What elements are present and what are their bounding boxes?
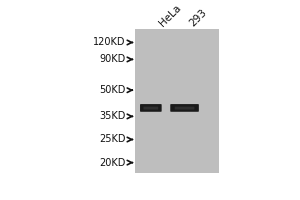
Text: 20KD: 20KD	[100, 158, 126, 168]
Text: HeLa: HeLa	[157, 3, 183, 29]
FancyBboxPatch shape	[140, 104, 162, 112]
FancyBboxPatch shape	[170, 104, 199, 112]
Bar	[135, 29, 219, 173]
FancyBboxPatch shape	[175, 107, 194, 110]
Text: 35KD: 35KD	[100, 111, 126, 121]
Text: 25KD: 25KD	[99, 134, 126, 144]
Text: 120KD: 120KD	[93, 37, 126, 47]
Text: 50KD: 50KD	[100, 85, 126, 95]
Text: 293: 293	[188, 7, 208, 29]
FancyBboxPatch shape	[143, 107, 158, 110]
Text: 90KD: 90KD	[100, 54, 126, 64]
